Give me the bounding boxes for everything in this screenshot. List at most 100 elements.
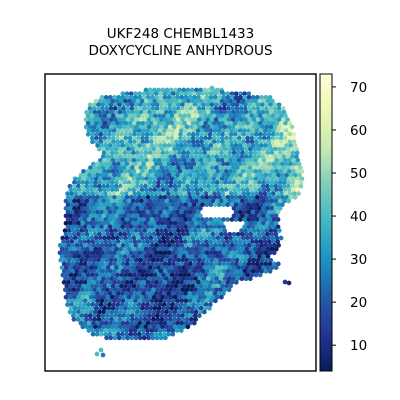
tissue-spot: [117, 165, 123, 171]
tissue-spot: [203, 176, 208, 182]
tissue-spot: [123, 283, 128, 289]
tissue-spot: [115, 331, 121, 337]
tissue-spot: [207, 98, 212, 104]
tissue-spot: [250, 194, 256, 200]
tissue-spot: [135, 187, 141, 193]
tissue-spot: [66, 250, 71, 256]
tissue-spot: [165, 132, 171, 137]
tissue-spot: [84, 317, 89, 322]
tissue-spot: [161, 120, 167, 126]
tissue-spot: [254, 239, 260, 245]
tissue-spot: [152, 98, 158, 104]
tissue-spot: [190, 157, 196, 163]
tissue-spot: [150, 243, 155, 248]
tissue-spot: [239, 165, 245, 171]
tissue-spot: [143, 309, 148, 315]
tissue-spot: [61, 261, 67, 267]
tissue-spot: [202, 169, 208, 174]
tissue-spot: [156, 187, 162, 193]
tissue-spot: [226, 106, 231, 111]
tissue-spot: [137, 268, 143, 274]
tissue-spot: [69, 224, 75, 230]
tissue-spot: [133, 313, 139, 319]
tissue-spot: [211, 176, 217, 182]
tissue-spot: [154, 261, 159, 267]
tissue-spot: [195, 302, 201, 307]
tissue-spot: [106, 120, 112, 126]
tissue-spot: [65, 239, 71, 245]
tissue-spot: [210, 276, 215, 282]
tissue-spot: [159, 109, 165, 115]
tissue-spot: [175, 91, 180, 97]
tissue-spot: [95, 143, 100, 148]
tissue-spot: [238, 106, 244, 111]
tissue-spot: [115, 272, 120, 278]
tissue-spot: [199, 132, 204, 137]
tissue-spot: [250, 250, 256, 256]
tissue-spot: [181, 87, 187, 93]
tissue-spot: [248, 206, 254, 211]
tissue-spot: [155, 109, 161, 115]
tissue-spot: [219, 157, 225, 163]
tissue-spot: [166, 95, 172, 100]
tissue-spot: [207, 169, 212, 174]
tissue-spot: [81, 187, 86, 193]
tissue-spot: [118, 220, 123, 226]
tissue-spot: [142, 124, 148, 130]
tissue-spot: [213, 102, 219, 108]
tissue-spot: [135, 176, 141, 182]
tissue-spot: [131, 150, 136, 156]
tissue-spot: [153, 128, 159, 134]
tissue-spot: [156, 213, 161, 219]
tissue-spot: [120, 91, 126, 97]
tissue-spot: [236, 235, 242, 241]
tissue-spot: [65, 194, 71, 200]
tissue-spot: [286, 169, 292, 174]
tissue-spot: [181, 180, 186, 185]
tissue-spot: [160, 198, 165, 204]
tissue-spot: [222, 146, 228, 152]
tissue-spot: [115, 135, 120, 141]
tissue-spot: [214, 154, 219, 159]
tissue-spot: [73, 191, 79, 196]
tissue-spot: [186, 305, 191, 311]
tissue-spot: [161, 235, 166, 241]
tissue-spot: [205, 276, 211, 282]
tissue-spot: [238, 250, 243, 256]
tissue-spot: [122, 146, 127, 152]
tissue-spot: [287, 120, 293, 126]
tissue-spot: [162, 291, 167, 296]
tissue-spot: [74, 291, 79, 296]
tissue-spot: [234, 106, 240, 111]
tissue-spot: [223, 180, 228, 185]
tissue-spot: [149, 143, 155, 148]
tissue-spot: [225, 217, 231, 222]
tissue-spot: [206, 220, 212, 226]
tissue-spot: [112, 298, 117, 304]
tissue-spot: [132, 209, 138, 215]
tissue-spot: [111, 202, 117, 208]
tissue-spot: [229, 128, 235, 134]
tissue-spot: [137, 172, 143, 178]
tissue-spot: [94, 120, 99, 126]
tissue-spot: [78, 280, 84, 285]
tissue-spot: [165, 157, 170, 163]
tissue-spot: [115, 113, 120, 119]
tissue-spot: [194, 305, 200, 311]
tissue-spot: [228, 132, 234, 137]
tissue-spot: [179, 224, 184, 230]
tissue-spot: [175, 257, 181, 263]
tissue-spot: [208, 95, 214, 100]
tissue-spot: [270, 113, 276, 119]
tissue-spot: [118, 206, 123, 211]
tissue-spot: [204, 261, 210, 267]
tissue-spot: [179, 261, 185, 267]
tissue-spot: [158, 202, 163, 208]
tissue-spot: [67, 206, 73, 211]
tissue-spot: [84, 220, 90, 226]
chart-title-line-1: UKF248 CHEMBL1433: [106, 26, 255, 42]
tissue-spot: [181, 206, 186, 211]
tissue-spot: [224, 283, 229, 289]
tissue-spot: [180, 165, 186, 171]
tissue-spot: [209, 106, 215, 111]
